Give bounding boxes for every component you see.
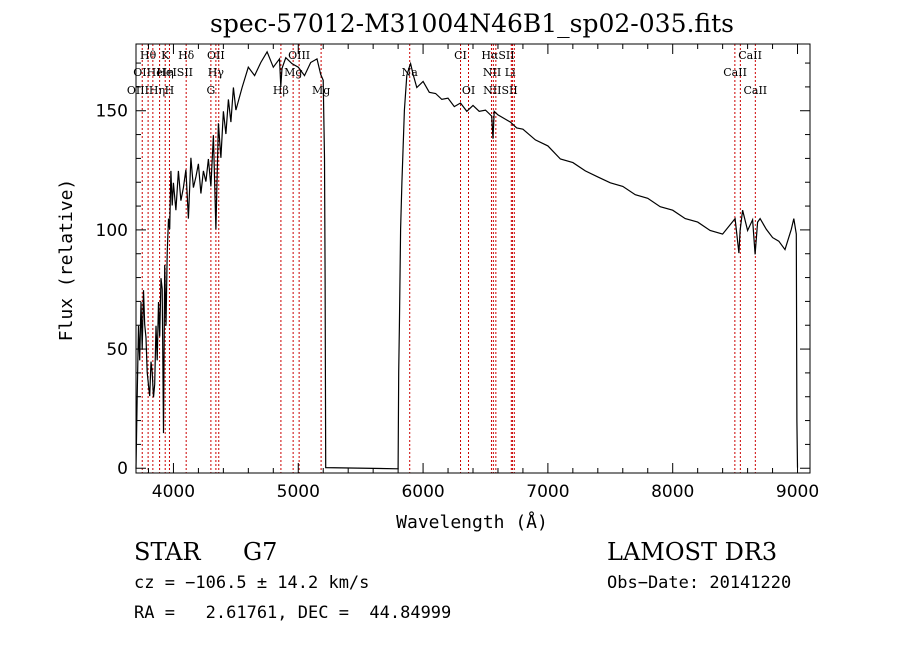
x-tick-label-3: 7000 [526, 482, 569, 502]
class-label: STAR [134, 538, 201, 566]
x-tick-label-2: 6000 [401, 482, 444, 502]
y-tick-label-1: 50 [106, 340, 128, 360]
x-tick-label-0: 4000 [152, 482, 195, 502]
marker-label-21: NIISII [483, 84, 518, 97]
marker-label-18: Hβ [273, 84, 289, 97]
x-axis: 4000 5000 6000 7000 8000 9000 [147, 44, 819, 502]
marker-label-8: OIHeIη [133, 66, 173, 79]
plot-frame [135, 43, 811, 474]
x-tick-label-1: 5000 [277, 482, 320, 502]
marker-label-11: Mg [284, 66, 302, 79]
marker-label-16: H [165, 84, 175, 97]
marker-label-22: CaII [743, 84, 767, 97]
marker-label-19: Mg [312, 84, 330, 97]
marker-label-3: OII [207, 49, 225, 62]
marker-label-2: Hδ [178, 49, 195, 62]
coords: RA = 2.61761, DEC = 44.84999 [134, 603, 452, 623]
y-tick-label-2: 100 [96, 221, 128, 241]
x-axis-label: Wavelength (Å) [396, 511, 548, 533]
y-tick-label-0: 0 [117, 459, 128, 479]
marker-label-10: Hγ [208, 66, 225, 79]
marker-label-9: HeISII [156, 66, 193, 79]
subclass-label: G7 [243, 538, 278, 566]
marker-label-12: Na [402, 66, 419, 79]
x-tick-label-4: 8000 [651, 482, 694, 502]
marker-label-6: HαSII [481, 49, 514, 62]
cz-value: cz = −106.5 ± 14.2 km/s [134, 573, 370, 593]
marker-label-5: CI [454, 49, 467, 62]
marker-label-4: OIII [288, 49, 310, 62]
marker-label-13: NII Li [483, 66, 516, 79]
marker-label-7: CaII [738, 49, 762, 62]
obs-date: Obs−Date: 20141220 [607, 573, 792, 593]
y-axis: 0 50 100 150 [96, 62, 810, 479]
x-tick-label-5: 9000 [776, 482, 819, 502]
marker-label-1: K [161, 49, 170, 62]
marker-label-17: G [206, 84, 215, 97]
marker-label-0: Hθ [140, 49, 157, 62]
marker-label-14: CaII [723, 66, 747, 79]
marker-label-20: OI [462, 84, 475, 97]
marker-label-15: OIIIHη [127, 84, 165, 97]
y-axis-label: Flux (relative) [56, 179, 77, 342]
series-line-flux [135, 50, 799, 470]
chart-title: spec-57012-M31004N46B1_sp02-035.fits [210, 9, 734, 38]
marker-lines-layer [141, 44, 756, 473]
survey-label: LAMOST DR3 [607, 538, 778, 566]
y-tick-label-3: 150 [96, 102, 128, 122]
